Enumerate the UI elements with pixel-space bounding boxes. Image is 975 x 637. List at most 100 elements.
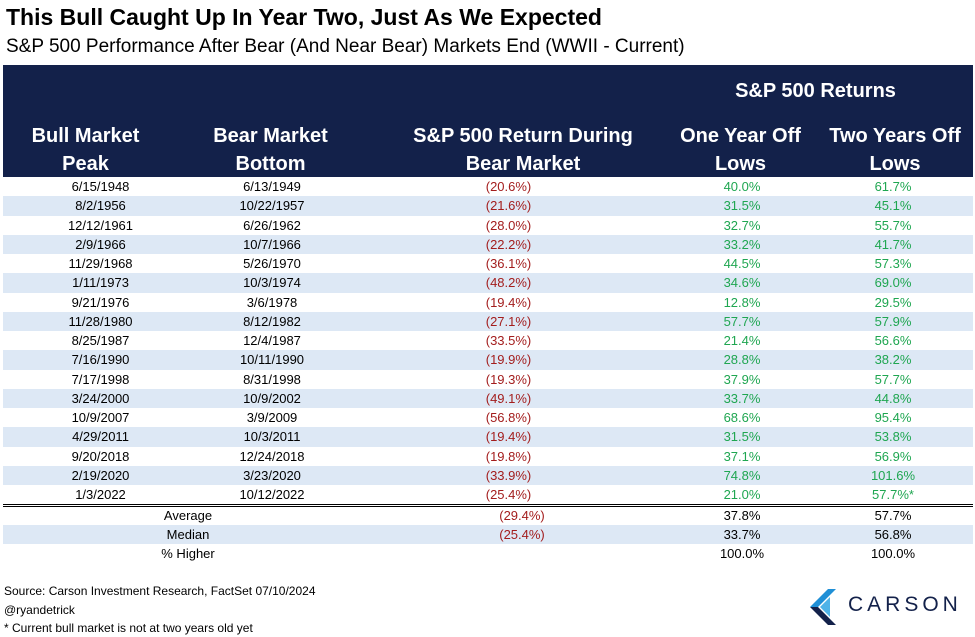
cell-bear-return: (33.5%) — [485, 333, 532, 349]
cell-two-years: 57.7%* — [872, 487, 914, 503]
page-title: This Bull Caught Up In Year Two, Just As… — [6, 4, 602, 30]
cell-bear-bottom: 6/13/1949 — [243, 179, 301, 195]
cell-two-years: 69.0% — [874, 275, 912, 291]
summary-one-year: 100.0% — [719, 546, 765, 561]
cell-bull-peak: 1/11/1973 — [72, 275, 129, 291]
cell-one-year: 33.2% — [723, 236, 761, 252]
table-row: 8/25/1987 12/4/1987 (33.5%) 21.4% 56.6% — [3, 331, 973, 350]
cell-one-year: 40.0% — [723, 179, 761, 195]
cell-bull-peak: 11/29/1968 — [68, 256, 133, 272]
summary-label: Average — [163, 508, 213, 523]
cell-bear-bottom: 12/4/1987 — [243, 333, 301, 349]
cell-bear-return: (19.4%) — [485, 429, 532, 445]
carson-logo-text: CARSON — [848, 593, 962, 616]
cell-bear-bottom: 8/31/1998 — [243, 371, 301, 387]
cell-two-years: 55.7% — [874, 217, 912, 233]
cell-bear-return: (19.3%) — [485, 371, 532, 387]
cell-one-year: 74.8% — [723, 467, 761, 483]
table-row: 4/29/2011 10/3/2011 (19.4%) 31.5% 53.8% — [3, 427, 973, 447]
table-row: 1/11/1973 10/3/1974 (48.2%) 34.6% 69.0% — [3, 273, 973, 293]
cell-two-years: 57.3% — [874, 256, 912, 272]
cell-bull-peak: 2/19/2020 — [71, 467, 130, 483]
cell-bear-return: (27.1%) — [485, 313, 532, 329]
cell-one-year: 37.9% — [723, 371, 761, 387]
carson-logo-icon — [810, 589, 836, 625]
cell-bear-return: (28.0%) — [485, 217, 532, 233]
cell-bull-peak: 10/9/2007 — [71, 410, 130, 426]
table-row: 10/9/2007 3/9/2009 (56.8%) 68.6% 95.4% — [3, 408, 973, 427]
summary-row: Median (25.4%) 33.7% 56.8% — [3, 525, 973, 544]
cell-one-year: 31.5% — [723, 429, 761, 445]
cell-bull-peak: 12/12/1961 — [67, 217, 134, 233]
summary-divider — [3, 504, 973, 505]
summary-two-years: 57.7% — [874, 508, 912, 523]
cell-one-year: 28.8% — [723, 352, 761, 368]
cell-two-years: 56.9% — [874, 448, 912, 464]
header-bull-peak: Bull Market Peak — [31, 125, 140, 175]
data-rows: 6/15/1948 6/13/1949 (20.6%) 40.0% 61.7% 8/2/1… — [3, 177, 973, 504]
cell-bear-return: (19.4%) — [485, 294, 532, 310]
table-header: S&P 500 Returns Bull Market Peak Bear Mar… — [3, 65, 973, 177]
summary-bear-return: (25.4%) — [499, 527, 545, 542]
table-row: 7/17/1998 8/31/1998 (19.3%) 37.9% 57.7% — [3, 370, 973, 389]
summary-two-years: 56.8% — [874, 527, 912, 542]
cell-one-year: 44.5% — [723, 256, 761, 272]
cell-bear-return: (21.6%) — [485, 198, 532, 214]
cell-bear-bottom: 12/24/2018 — [239, 448, 305, 464]
table-row: 11/28/1980 8/12/1982 (27.1%) 57.7% 57.9% — [3, 311, 973, 331]
cell-bear-bottom: 10/7/1966 — [243, 236, 301, 252]
cell-bull-peak: 9/20/2018 — [71, 448, 130, 464]
table-row: 1/3/2022 10/12/2022 (25.4%) 21.0% 57.7%* — [3, 485, 973, 504]
cell-bear-return: (19.8%) — [485, 448, 532, 464]
cell-two-years: 61.7% — [874, 179, 912, 195]
cell-bear-bottom: 10/12/2022 — [239, 487, 305, 503]
header-one-year: One Year Off Lows — [680, 125, 801, 175]
cell-bear-bottom: 3/9/2009 — [246, 410, 298, 426]
header-bear-bottom: Bear Market Bottom — [213, 125, 328, 175]
cell-bear-bottom: 3/6/1978 — [246, 294, 298, 310]
summary-two-years: 100.0% — [870, 546, 916, 561]
cell-bull-peak: 7/16/1990 — [71, 352, 130, 368]
cell-bull-peak: 9/21/1976 — [71, 294, 130, 310]
cell-bull-peak: 7/17/1998 — [71, 371, 130, 387]
cell-one-year: 37.1% — [723, 448, 761, 464]
cell-two-years: 41.7% — [874, 236, 912, 252]
page-subtitle: S&P 500 Performance After Bear (And Near… — [6, 36, 685, 57]
cell-one-year: 33.7% — [723, 390, 761, 406]
cell-one-year: 12.8% — [723, 294, 761, 310]
cell-one-year: 57.7% — [723, 313, 761, 329]
cell-one-year: 34.6% — [723, 275, 761, 291]
cell-bear-bottom: 10/11/1990 — [239, 352, 305, 368]
footer-note: * Current bull market is not at two year… — [4, 621, 253, 635]
summary-label: Median — [166, 527, 210, 542]
carson-logo: CARSON — [808, 587, 968, 627]
cell-bear-return: (48.2%) — [485, 275, 532, 291]
cell-two-years: 45.1% — [874, 198, 912, 214]
cell-bull-peak: 2/9/1966 — [75, 236, 126, 252]
summary-row: Average (29.4%) 37.8% 57.7% — [3, 506, 973, 525]
summary-one-year: 33.7% — [723, 527, 761, 542]
summary-one-year: 37.8% — [723, 508, 761, 523]
cell-two-years: 95.4% — [874, 410, 912, 426]
header-bear-return: S&P 500 Return During Bear Market — [413, 125, 633, 175]
returns-group-label: S&P 500 Returns — [735, 80, 896, 102]
cell-bull-peak: 8/25/1987 — [71, 333, 130, 349]
summary-rows: Average (29.4%) 37.8% 57.7% Median (25.4%) 33.… — [3, 506, 973, 563]
cell-bear-return: (22.2%) — [485, 236, 532, 252]
cell-bull-peak: 6/15/1948 — [71, 179, 130, 195]
cell-bull-peak: 4/29/2011 — [72, 429, 129, 445]
cell-bull-peak: 1/3/2022 — [75, 487, 126, 503]
summary-row: % Higher 100.0% 100.0% — [3, 544, 973, 563]
cell-bear-bottom: 10/3/2011 — [243, 429, 301, 445]
cell-bear-bottom: 5/26/1970 — [243, 256, 301, 272]
cell-bear-return: (19.9%) — [485, 352, 532, 368]
table-row: 11/29/1968 5/26/1970 (36.1%) 44.5% 57.3% — [3, 254, 973, 273]
cell-two-years: 53.8% — [874, 429, 912, 445]
cell-two-years: 44.8% — [874, 390, 912, 406]
cell-two-years: 101.6% — [870, 467, 916, 483]
cell-two-years: 38.2% — [874, 352, 912, 368]
cell-two-years: 56.6% — [874, 333, 912, 349]
cell-bear-return: (33.9%) — [485, 467, 532, 483]
table-row: 6/15/1948 6/13/1949 (20.6%) 40.0% 61.7% — [3, 177, 973, 196]
cell-bear-return: (25.4%) — [485, 487, 532, 503]
